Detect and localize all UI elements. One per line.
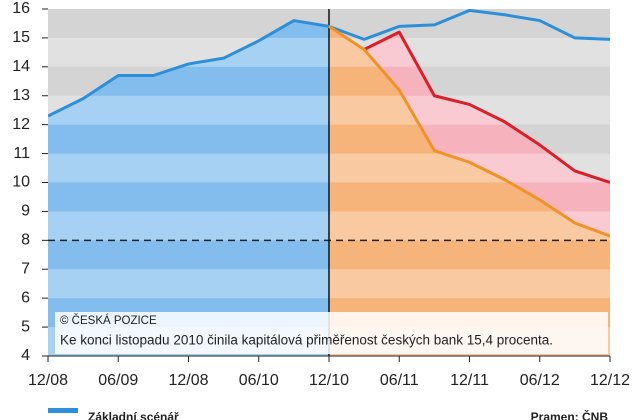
series-line: [328, 25, 610, 238]
series-line: [363, 30, 610, 184]
y-tick-label: 5: [21, 318, 30, 335]
x-tick-label: 12/08: [28, 372, 68, 389]
y-tick-label: 12: [12, 116, 30, 133]
x-tick-label: 06/11: [380, 372, 419, 389]
legend-swatch: [48, 408, 78, 413]
area-blue: [48, 20, 329, 356]
y-tick-label: 10: [12, 174, 30, 191]
legend-label: Základní scénář: [88, 410, 179, 420]
y-tick-label: 8: [21, 232, 30, 249]
y-tick-label: 16: [12, 0, 30, 17]
x-tick-label: 12/12: [590, 372, 630, 389]
x-tick-label: 12/08: [168, 372, 208, 389]
y-tick-label: 7: [21, 260, 30, 277]
x-tick-label: 06/10: [239, 372, 279, 389]
area-pink: [329, 26, 610, 236]
y-tick-label: 11: [13, 145, 30, 162]
credit: © ČESKÁ POZICE: [60, 314, 157, 327]
annotation: Ke konci listopadu 2010 činila kapitálov…: [60, 333, 553, 348]
x-tick-label: 12/11: [450, 372, 489, 389]
plot-area: [48, 9, 610, 356]
area-orange: [329, 26, 610, 356]
x-tick-label: 06/09: [98, 372, 138, 389]
y-tick-label: 4: [21, 347, 30, 364]
x-tick-label: 12/10: [309, 372, 349, 389]
y-tick-label: 6: [21, 289, 30, 306]
y-tick-label: 13: [12, 87, 30, 104]
source: Pramen: ČNB: [531, 409, 609, 420]
y-tick-label: 9: [21, 203, 30, 220]
y-tick-label: 15: [12, 29, 30, 46]
overlay: 4 5 6 7 8 9 10 11 12 13 14 15 16 12/08 06/09 12/08 06/10…: [12, 0, 630, 389]
annotation-box: [55, 312, 608, 354]
y-tick-label: 14: [12, 58, 30, 75]
x-tick-label: 06/12: [520, 372, 560, 389]
